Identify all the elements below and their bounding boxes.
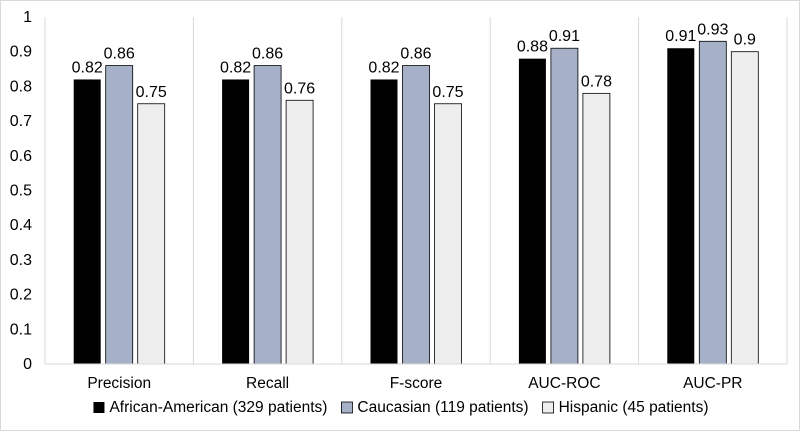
bar-f-score-series-2 bbox=[402, 65, 430, 365]
data-label: 0.86 bbox=[104, 46, 135, 63]
data-label: 0.88 bbox=[517, 39, 548, 56]
x-tick-label: Recall bbox=[246, 375, 289, 392]
y-tick-label: 0 bbox=[23, 356, 32, 373]
x-tick-label: AUC-PR bbox=[683, 375, 742, 392]
legend-label: Caucasian (119 patients) bbox=[357, 399, 528, 416]
bar-f-score-series-3 bbox=[434, 103, 462, 365]
data-label: 0.91 bbox=[549, 28, 580, 45]
y-tick-label: 0.1 bbox=[10, 321, 32, 338]
y-tick-label: 0.2 bbox=[10, 287, 32, 304]
data-label: 0.78 bbox=[581, 73, 612, 90]
y-tick-label: 1 bbox=[23, 9, 32, 26]
bar-auc-roc-series-2 bbox=[550, 47, 579, 365]
legend-label: Hispanic (45 patients) bbox=[559, 399, 709, 416]
bars bbox=[73, 40, 759, 365]
category-separators bbox=[44, 17, 788, 364]
y-tick-label: 0.7 bbox=[10, 113, 32, 130]
bar-auc-pr-series-1 bbox=[667, 48, 695, 364]
data-label: 0.9 bbox=[734, 32, 756, 49]
y-tick-label: 0.6 bbox=[10, 148, 32, 165]
legend-swatch bbox=[341, 401, 353, 414]
bar-recall-series-1 bbox=[222, 79, 250, 365]
data-label: 0.86 bbox=[400, 46, 431, 63]
bar-auc-pr-series-3 bbox=[730, 51, 759, 365]
y-tick-label: 0.3 bbox=[10, 252, 32, 269]
bar-recall-series-2 bbox=[253, 65, 282, 365]
bar-auc-roc-series-1 bbox=[518, 58, 546, 364]
data-label: 0.82 bbox=[220, 59, 251, 76]
data-label: 0.82 bbox=[368, 59, 399, 76]
data-label: 0.82 bbox=[72, 59, 103, 76]
x-tick-label: F-score bbox=[390, 375, 443, 392]
axes: Precision Recall F-score AUC-ROC AUC-PR 0 0.1 0… bbox=[10, 9, 787, 392]
x-tick-label: Precision bbox=[87, 375, 151, 392]
y-tick-label: 0.4 bbox=[10, 217, 32, 234]
bar-recall-series-3 bbox=[285, 99, 314, 365]
legend-label: African-American (329 patients) bbox=[109, 399, 327, 416]
legend-swatch bbox=[93, 402, 105, 413]
data-label: 0.75 bbox=[136, 84, 167, 101]
data-label: 0.91 bbox=[665, 28, 696, 45]
y-tick-label: 0.8 bbox=[10, 78, 32, 95]
data-label: 0.93 bbox=[697, 21, 728, 38]
data-label: 0.86 bbox=[252, 46, 283, 63]
bar-auc-roc-series-3 bbox=[582, 92, 611, 365]
legend: African-American (329 patients) Caucasian… bbox=[93, 399, 709, 416]
bar-precision-series-3 bbox=[137, 103, 166, 365]
bar-precision-series-2 bbox=[105, 65, 134, 365]
data-labels: 0.820.860.750.820.860.760.820.860.750.88… bbox=[72, 21, 756, 100]
bar-f-score-series-1 bbox=[370, 79, 398, 365]
data-label: 0.76 bbox=[284, 80, 315, 97]
bar-auc-pr-series-2 bbox=[698, 40, 727, 365]
bar-precision-series-1 bbox=[73, 79, 101, 365]
legend-swatch bbox=[542, 401, 555, 414]
y-tick-label: 0.9 bbox=[10, 44, 32, 61]
x-tick-label: AUC-ROC bbox=[528, 375, 600, 392]
y-tick-label: 0.5 bbox=[10, 183, 32, 200]
data-label: 0.75 bbox=[432, 84, 463, 101]
